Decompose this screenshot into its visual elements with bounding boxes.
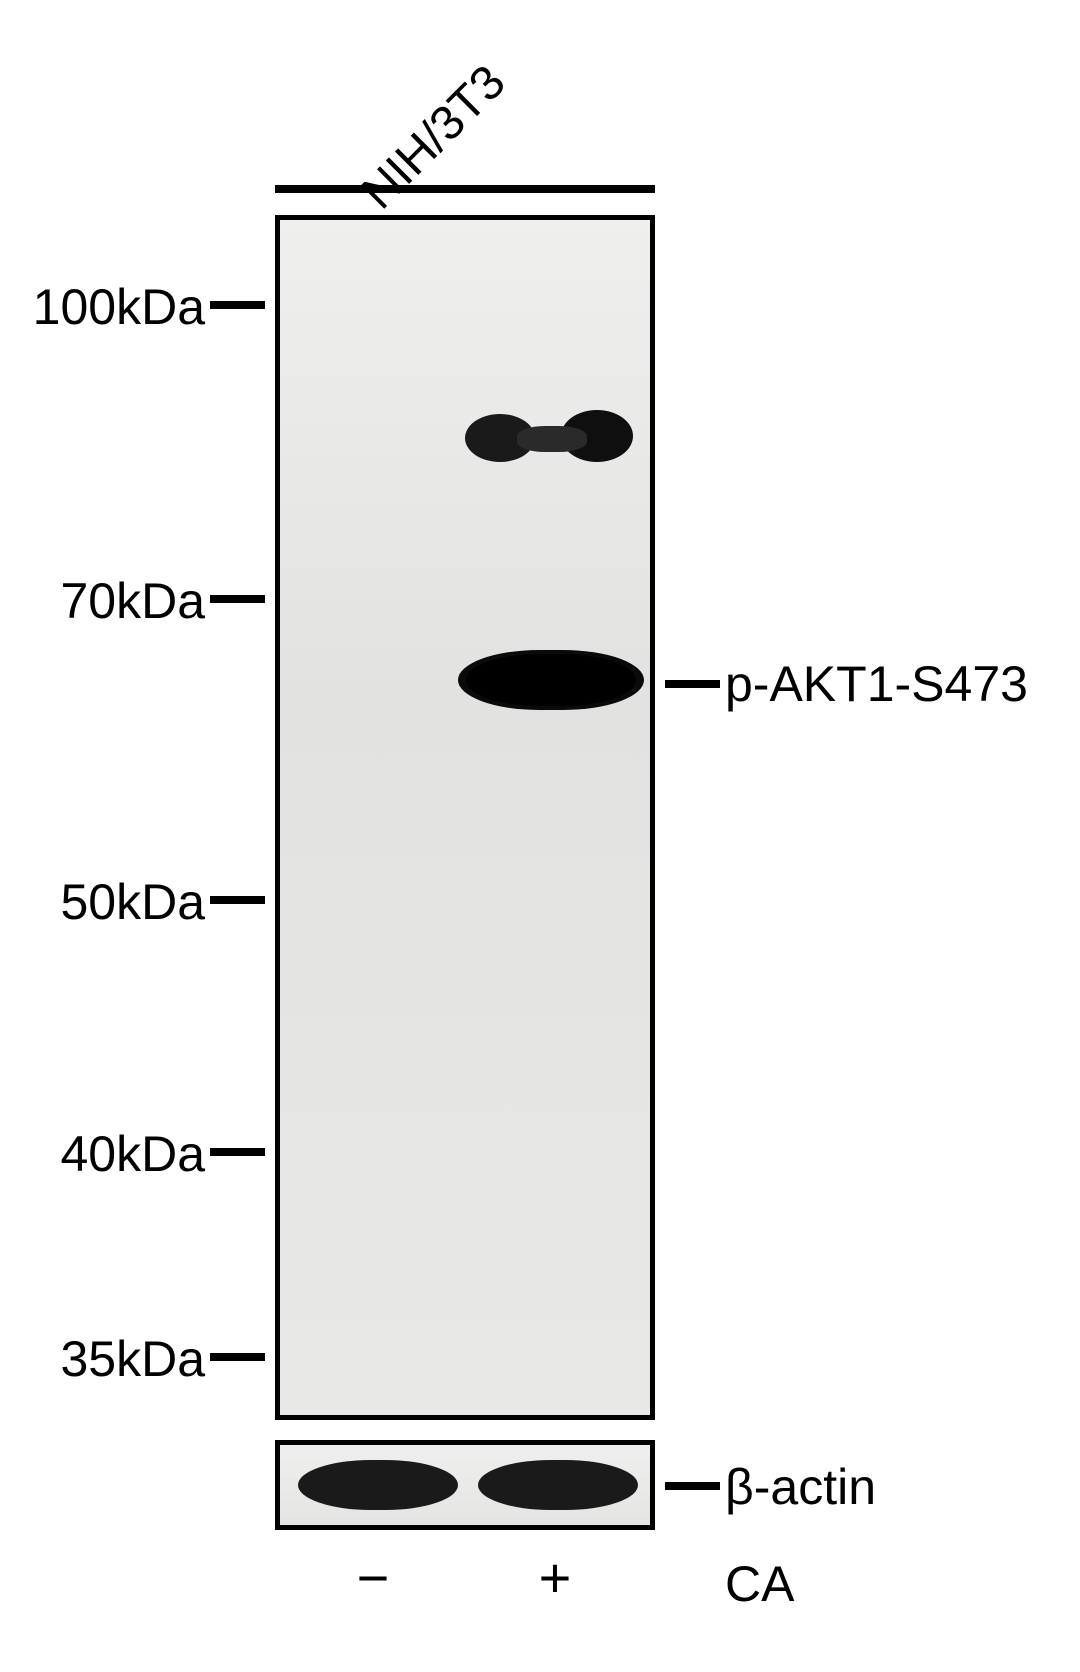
right-tick-pakt bbox=[665, 680, 720, 688]
treatment-label: CA bbox=[725, 1555, 794, 1613]
main-blot-membrane bbox=[275, 215, 655, 1420]
mw-tick-35 bbox=[210, 1353, 265, 1361]
condition-plus: + bbox=[530, 1545, 580, 1610]
band-actin-lane1-shape bbox=[298, 1460, 458, 1510]
western-blot-figure: NIH/3T3 100kDa 70kDa 50kDa 40kDa 35kDa bbox=[0, 0, 1080, 1672]
mw-label-35: 35kDa bbox=[15, 1330, 205, 1388]
mw-label-50: 50kDa bbox=[15, 873, 205, 931]
mw-label-70: 70kDa bbox=[15, 572, 205, 630]
mw-label-40: 40kDa bbox=[15, 1125, 205, 1183]
band-pakt-lane2 bbox=[458, 650, 644, 710]
band-upper-bridge bbox=[517, 426, 587, 452]
right-tick-actin bbox=[665, 1482, 720, 1490]
right-label-pakt: p-AKT1-S473 bbox=[725, 655, 1028, 713]
band-pakt-core bbox=[466, 654, 636, 706]
membrane-shading bbox=[280, 220, 650, 1415]
sample-label: NIH/3T3 bbox=[351, 55, 516, 220]
mw-tick-70 bbox=[210, 595, 265, 603]
mw-tick-40 bbox=[210, 1148, 265, 1156]
band-actin-lane2 bbox=[478, 1460, 638, 1510]
lane-span-bar bbox=[275, 185, 655, 193]
band-actin-lane1 bbox=[298, 1460, 458, 1510]
mw-tick-50 bbox=[210, 896, 265, 904]
band-upper-lane2 bbox=[465, 408, 633, 464]
mw-label-100: 100kDa bbox=[15, 278, 205, 336]
band-actin-lane2-shape bbox=[478, 1460, 638, 1510]
right-label-actin: β-actin bbox=[725, 1458, 876, 1516]
sample-label-text: NIH/3T3 bbox=[352, 55, 516, 219]
mw-tick-100 bbox=[210, 301, 265, 309]
condition-minus: − bbox=[348, 1545, 398, 1610]
